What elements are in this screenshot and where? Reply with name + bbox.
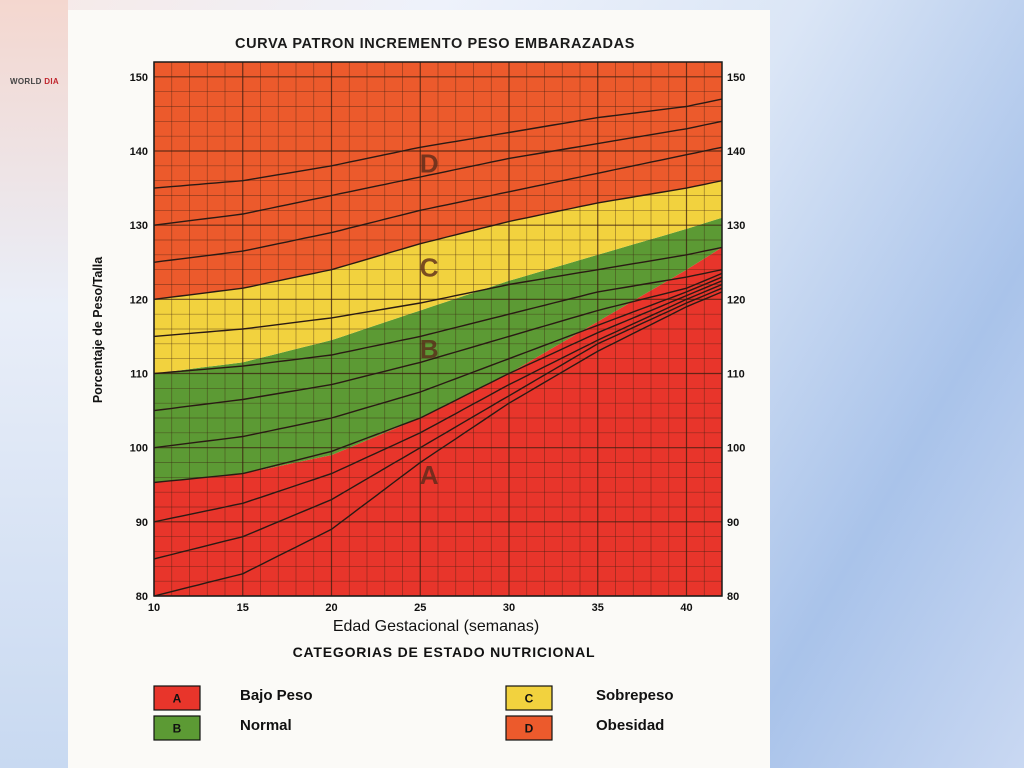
legend-code: B	[173, 722, 182, 736]
chart-title: CURVA PATRON INCREMENTO PESO EMBARAZADAS	[235, 36, 635, 52]
legend-item-B: B Normal	[153, 715, 292, 741]
legend-item-A: A Bajo Peso	[153, 685, 313, 711]
reference-curve-10	[153, 146, 723, 263]
reference-curve-3	[153, 283, 723, 523]
y-tick-label-right: 90	[727, 517, 739, 529]
legend-item-C: C Sobrepeso	[505, 685, 674, 711]
y-tick-label-right: 130	[727, 220, 745, 232]
reference-curve-12	[153, 98, 723, 189]
y-tick-label-right: 100	[727, 443, 745, 455]
reference-curve-9	[153, 180, 723, 300]
weight-gain-chart: CURVA PATRON INCREMENTO PESO EMBARAZADAS…	[91, 36, 745, 741]
legend-swatch	[153, 685, 201, 711]
legend-swatch	[505, 715, 553, 741]
x-tick-label: 20	[325, 602, 337, 614]
legend: A Bajo Peso B Normal C Sobrepeso D Obesidad	[153, 685, 674, 741]
y-tick-labels-left: 80 90 100 110 120 130 140 150	[130, 72, 148, 603]
legend-label: Sobrepeso	[596, 687, 674, 704]
y-tick-label-left: 110	[130, 369, 148, 381]
y-tick-label-right: 110	[727, 369, 745, 381]
left-background-strip	[0, 0, 68, 768]
reference-curve-11	[153, 120, 723, 226]
legend-title: CATEGORIAS DE ESTADO NUTRICIONAL	[293, 644, 596, 660]
y-tick-label-left: 140	[130, 146, 148, 158]
y-tick-label-right: 150	[727, 72, 745, 84]
y-tick-label-right: 120	[727, 294, 745, 306]
legend-label: Bajo Peso	[240, 687, 313, 704]
y-tick-label-left: 150	[130, 72, 148, 84]
legend-code: C	[525, 692, 534, 706]
legend-swatch	[153, 715, 201, 741]
zone-label-B: B	[420, 334, 439, 364]
y-tick-label-left: 130	[130, 220, 148, 232]
world-logo: WORLD DIA	[10, 77, 59, 86]
y-tick-label-right: 80	[727, 591, 739, 603]
legend-item-D: D Obesidad	[505, 715, 664, 741]
x-tick-label: 40	[680, 602, 692, 614]
reference-curves	[153, 98, 723, 597]
zone-label-A: A	[420, 460, 439, 490]
reference-curve-1	[153, 291, 723, 597]
legend-label: Obesidad	[596, 717, 664, 734]
reference-curve-5	[153, 276, 723, 449]
x-tick-label: 25	[414, 602, 426, 614]
y-tick-label-left: 90	[136, 517, 148, 529]
legend-label: Normal	[240, 717, 292, 734]
y-tick-label-left: 80	[136, 591, 148, 603]
legend-swatch	[505, 685, 553, 711]
reference-curve-4	[153, 280, 723, 484]
zone-label-D: D	[420, 149, 439, 179]
y-tick-label-right: 140	[727, 146, 745, 158]
legend-code: A	[173, 692, 182, 706]
x-axis-label: Edad Gestacional (semanas)	[333, 618, 539, 635]
y-tick-labels-right: 80 90 100 110 120 130 140 150	[727, 72, 745, 603]
legend-code: D	[525, 722, 534, 736]
plot-frame	[153, 61, 723, 597]
reference-curve-6	[153, 272, 723, 412]
reference-curve-2	[153, 287, 723, 560]
x-tick-label: 10	[148, 602, 160, 614]
x-tick-label: 35	[592, 602, 604, 614]
y-axis-label: Porcentaje de Peso/Talla	[91, 256, 105, 403]
x-tick-labels: 10 15 20 25 30 35 40	[148, 602, 693, 614]
chart-panel: CURVA PATRON INCREMENTO PESO EMBARAZADAS…	[68, 10, 770, 768]
zone-label-C: C	[420, 253, 439, 283]
y-tick-label-left: 100	[130, 443, 148, 455]
reference-curve-7	[153, 269, 723, 375]
x-tick-label: 30	[503, 602, 515, 614]
y-tick-label-left: 120	[130, 294, 148, 306]
zone-labels: D C B A	[420, 149, 439, 491]
x-tick-label: 15	[237, 602, 249, 614]
reference-curve-8	[153, 246, 723, 338]
